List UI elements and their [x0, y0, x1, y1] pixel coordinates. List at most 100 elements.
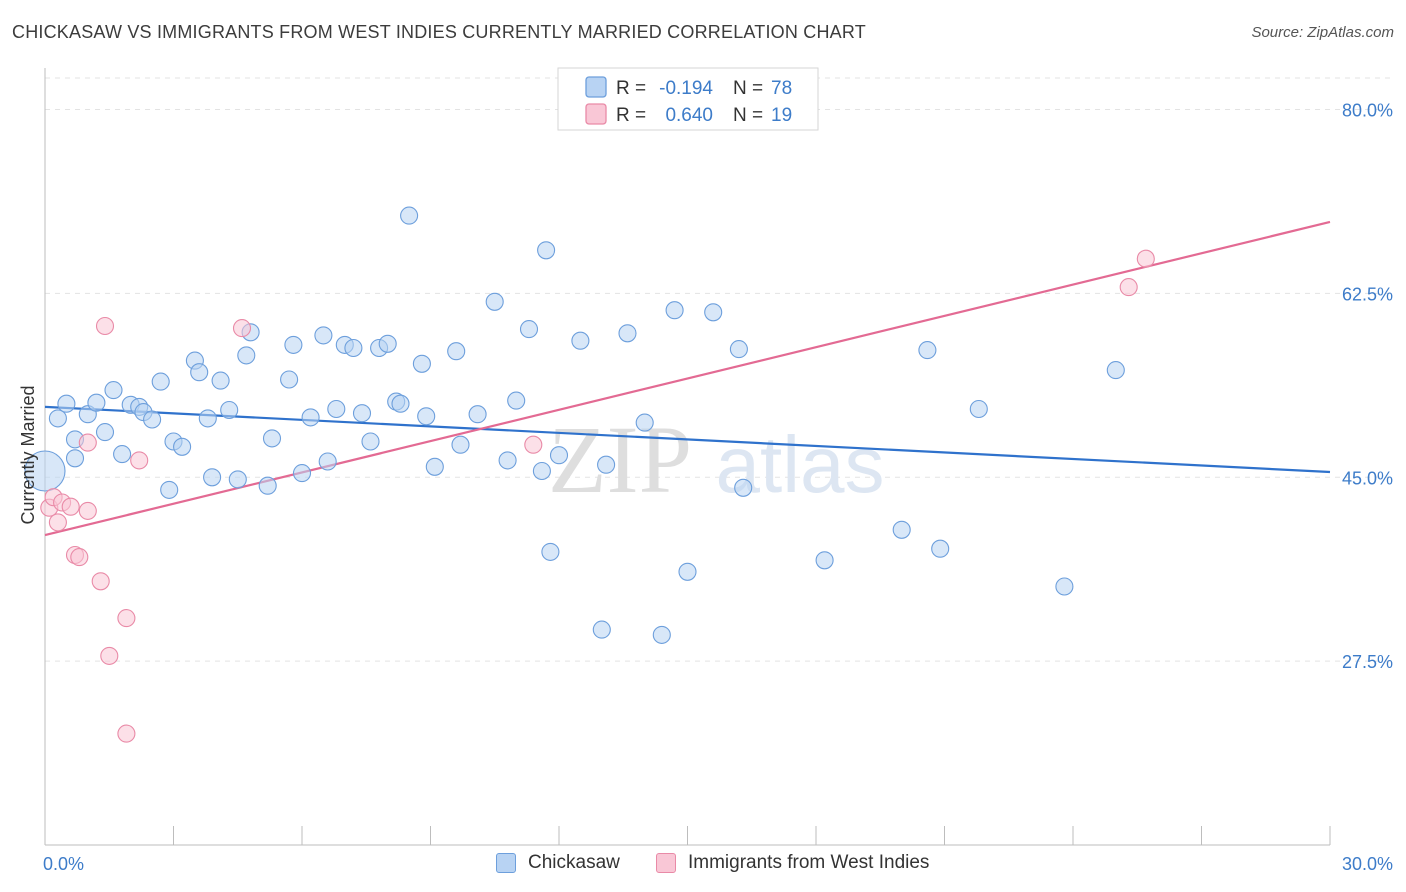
- chickasaw-point: [571, 331, 590, 350]
- chickasaw-point: [237, 346, 256, 365]
- chickasaw-point: [151, 372, 170, 391]
- chickasaw-point: [228, 470, 247, 489]
- stats-r-label: R =: [616, 105, 646, 126]
- legend-label-west-indies: Immigrants from West Indies: [688, 852, 930, 873]
- chickasaw-point: [652, 625, 671, 644]
- west-indies-point: [117, 724, 136, 743]
- chickasaw-point: [918, 341, 937, 360]
- chickasaw-point: [301, 408, 320, 427]
- chickasaw-point: [815, 551, 834, 570]
- data-points: [24, 206, 1155, 743]
- stats-n-value: 78: [771, 78, 792, 99]
- chickasaw-point: [258, 476, 277, 495]
- west-indies-point: [48, 513, 67, 532]
- chickasaw-point: [173, 437, 192, 456]
- y-tick-label: 45.0%: [1342, 468, 1393, 488]
- west-indies-point: [130, 451, 149, 470]
- stats-n-label: N =: [733, 78, 763, 99]
- chickasaw-point: [262, 429, 282, 448]
- chickasaw-point: [104, 381, 123, 400]
- chickasaw-point: [532, 461, 551, 481]
- chickasaw-point: [211, 371, 230, 390]
- y-tick-label: 80.0%: [1342, 101, 1393, 121]
- chickasaw-point: [344, 338, 363, 358]
- chickasaw-point: [352, 404, 372, 423]
- y-axis-label: Currently Married: [18, 385, 38, 524]
- chickasaw-point: [969, 399, 988, 419]
- chickasaw-point: [537, 241, 556, 260]
- chickasaw-point: [57, 394, 76, 413]
- chickasaw-point: [318, 452, 337, 471]
- chickasaw-point: [1106, 361, 1125, 380]
- bottom-legend: Chickasaw Immigrants from West Indies: [0, 852, 1406, 878]
- legend-swatch-blue: [496, 853, 516, 873]
- chickasaw-point: [678, 562, 697, 581]
- chickasaw-point: [391, 394, 410, 413]
- west-indies-point: [1136, 249, 1155, 268]
- west-indies-point: [91, 572, 110, 591]
- chickasaw-point: [425, 457, 444, 476]
- chickasaw-point: [507, 391, 526, 410]
- west-indies-point: [232, 319, 252, 338]
- west-indies-point: [100, 646, 119, 665]
- chickasaw-point: [361, 432, 380, 451]
- stats-legend-swatch: [585, 103, 607, 125]
- chickasaw-point: [468, 405, 487, 424]
- chickasaw-point: [498, 451, 517, 470]
- chickasaw-point: [729, 340, 748, 359]
- chickasaw-point: [24, 450, 66, 492]
- chickasaw-point: [412, 354, 431, 373]
- west-indies-point: [1119, 278, 1138, 297]
- chickasaw-point: [519, 320, 539, 339]
- west-indies-point: [78, 501, 97, 520]
- chickasaw-point: [203, 468, 222, 487]
- source-credit: Source: ZipAtlas.com: [1251, 24, 1394, 41]
- chickasaw-point: [95, 423, 115, 442]
- watermark-zip: ZIP: [548, 406, 692, 513]
- chickasaw-point: [447, 342, 466, 361]
- chickasaw-point: [635, 413, 654, 432]
- chickasaw-point: [597, 455, 616, 474]
- chickasaw-point: [1055, 577, 1074, 596]
- chickasaw-point: [65, 449, 85, 468]
- chickasaw-point: [549, 446, 569, 465]
- stats-legend: R = -0.194 N = 78 R = 0.640 N = 19: [557, 67, 819, 131]
- y-tick-label: 27.5%: [1342, 652, 1393, 672]
- legend-label-chickasaw: Chickasaw: [528, 852, 620, 873]
- stats-n-label: N =: [733, 105, 763, 126]
- watermark: ZIP atlas: [548, 406, 884, 513]
- chickasaw-point: [113, 445, 132, 464]
- stats-n-value: 19: [771, 105, 792, 126]
- chickasaw-point: [87, 393, 106, 412]
- stats-r-value: -0.194: [659, 78, 713, 99]
- chickasaw-point: [378, 334, 397, 353]
- stats-r-value: 0.640: [665, 105, 713, 126]
- legend-item-chickasaw[interactable]: Chickasaw: [496, 852, 620, 874]
- chickasaw-point: [190, 363, 209, 382]
- chickasaw-point: [280, 370, 299, 389]
- west-indies-point: [70, 548, 89, 567]
- chickasaw-point: [451, 435, 470, 454]
- chickasaw-point: [704, 303, 723, 322]
- chickasaw-point: [400, 206, 419, 225]
- chickasaw-point: [734, 478, 753, 497]
- x-tick-label-min: 0.0%: [43, 854, 84, 874]
- chickasaw-point: [198, 409, 217, 428]
- chickasaw-point: [143, 410, 162, 429]
- chickasaw-point: [541, 542, 560, 561]
- legend-item-west-indies[interactable]: Immigrants from West Indies: [656, 852, 929, 874]
- chickasaw-point: [618, 324, 637, 343]
- chickasaw-trend-line: [44, 405, 1331, 474]
- chickasaw-point: [592, 620, 611, 639]
- chickasaw-point: [931, 539, 950, 558]
- west-indies-point: [61, 497, 80, 516]
- chickasaw-point: [417, 407, 436, 426]
- chickasaw-point: [220, 400, 239, 420]
- west-indies-point: [78, 433, 97, 452]
- stats-r-label: R =: [616, 78, 646, 99]
- y-tick-label: 62.5%: [1342, 284, 1393, 304]
- stats-legend-swatch: [585, 76, 607, 98]
- chickasaw-point: [48, 409, 67, 428]
- chickasaw-point: [485, 292, 504, 311]
